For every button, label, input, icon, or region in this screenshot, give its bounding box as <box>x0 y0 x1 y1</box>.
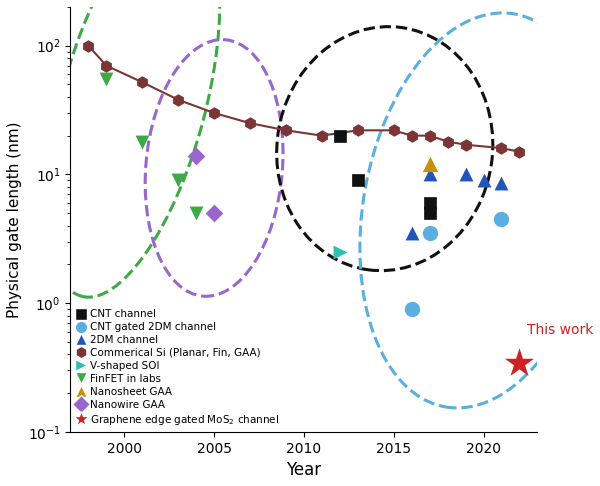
Point <box>191 152 201 159</box>
Point <box>137 78 147 86</box>
Point <box>461 171 470 178</box>
Point <box>407 305 416 313</box>
Point <box>425 171 434 178</box>
Point <box>389 126 398 134</box>
Point <box>191 209 201 217</box>
Point <box>515 148 524 156</box>
Point <box>407 132 416 139</box>
Point <box>209 109 219 117</box>
Point <box>425 132 434 139</box>
Point <box>209 209 219 217</box>
Point <box>425 209 434 217</box>
Point <box>497 215 506 223</box>
Point <box>353 126 362 134</box>
Point <box>101 75 111 83</box>
Point <box>137 138 147 145</box>
Point <box>101 62 111 69</box>
Point <box>173 96 183 104</box>
Point <box>425 229 434 237</box>
Y-axis label: Physical gate length (nm): Physical gate length (nm) <box>7 121 22 318</box>
Point <box>281 126 291 134</box>
Point <box>335 132 344 139</box>
Point <box>443 138 452 145</box>
Point <box>353 176 362 184</box>
Point <box>425 160 434 168</box>
Point <box>407 229 416 237</box>
Point <box>461 141 470 149</box>
Point <box>173 176 183 184</box>
Legend: CNT channel, CNT gated 2DM channel, 2DM channel, Commerical Si (Planar, Fin, GAA: CNT channel, CNT gated 2DM channel, 2DM … <box>76 309 280 427</box>
Text: This work: This work <box>527 323 593 337</box>
Point <box>515 360 524 367</box>
Point <box>497 180 506 188</box>
Point <box>479 176 488 184</box>
Point <box>335 248 344 256</box>
Point <box>497 144 506 152</box>
X-axis label: Year: Year <box>286 461 322 479</box>
Point <box>245 119 255 127</box>
Point <box>83 42 93 50</box>
Point <box>425 199 434 207</box>
Point <box>317 132 326 139</box>
